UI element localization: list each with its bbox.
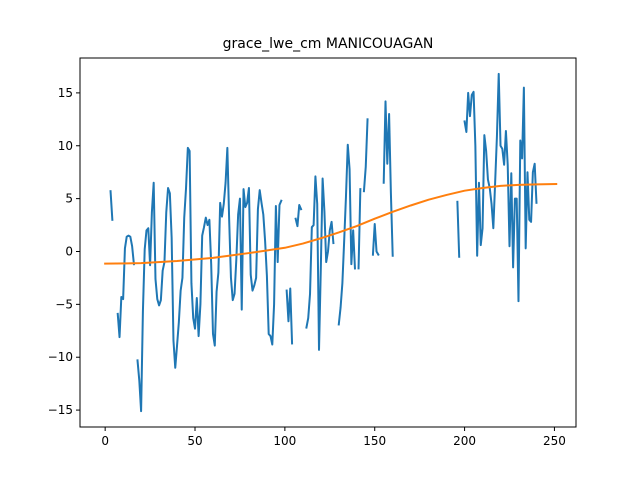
x-tick-label: 200: [453, 434, 476, 448]
x-tick-label: 250: [543, 434, 566, 448]
chart-title: grace_lwe_cm MANICOUAGAN: [223, 36, 434, 52]
series-line-1: [109, 72, 538, 413]
x-tick-label: 0: [101, 434, 109, 448]
plot-frame: [79, 57, 577, 428]
series-line-2: [104, 183, 558, 265]
axes: 0 50 100 150 200 250 −15 −10 −5 0 5 10 15: [48, 57, 577, 448]
y-tick-label: 10: [58, 139, 73, 153]
y-tick-label: 5: [65, 192, 73, 206]
x-tick-label: 100: [273, 434, 296, 448]
x-tick-label: 150: [363, 434, 386, 448]
y-tick-label: −15: [48, 403, 73, 417]
y-tick-label: 0: [65, 244, 73, 258]
y-tick-label: 15: [58, 86, 73, 100]
y-tick-label: −5: [55, 297, 73, 311]
y-tick-label: −10: [48, 350, 73, 364]
x-tick-label: 50: [187, 434, 202, 448]
plot-area: [104, 72, 558, 413]
